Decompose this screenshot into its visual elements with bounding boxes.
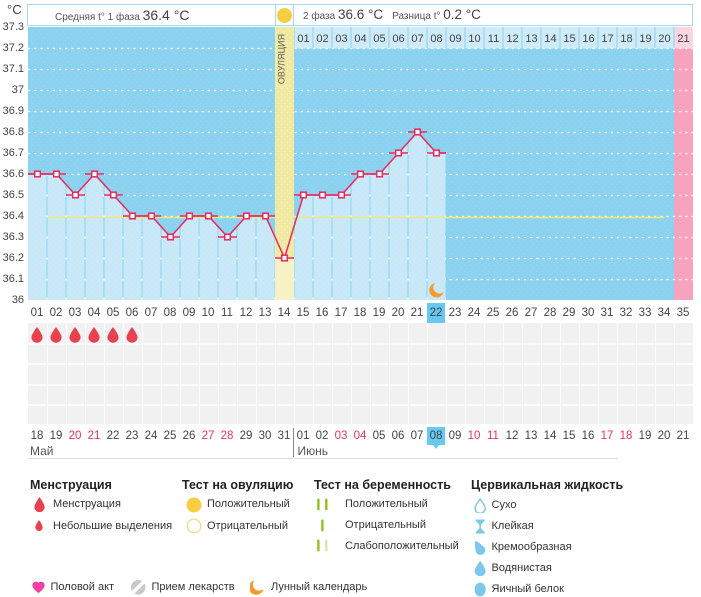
svg-text:11: 11 [487,33,498,45]
svg-text:01: 01 [297,33,309,45]
svg-text:10: 10 [468,33,480,45]
svg-text:15: 15 [563,33,575,45]
svg-text:14: 14 [544,33,556,45]
svg-text:03: 03 [335,33,347,45]
svg-text:04: 04 [354,33,366,45]
svg-text:ОВУЛЯЦИЯ: ОВУЛЯЦИЯ [276,34,286,84]
svg-text:19: 19 [639,33,651,45]
svg-text:21: 21 [677,33,689,45]
svg-text:20: 20 [658,33,670,45]
svg-text:07: 07 [411,33,423,45]
svg-text:02: 02 [316,33,328,45]
svg-text:12: 12 [506,33,518,45]
svg-text:18: 18 [620,33,632,45]
svg-text:08: 08 [430,33,442,45]
svg-text:17: 17 [601,33,613,45]
svg-text:06: 06 [392,33,404,45]
svg-text:05: 05 [373,33,385,45]
svg-text:09: 09 [449,33,461,45]
svg-text:16: 16 [582,33,594,45]
svg-text:13: 13 [525,33,537,45]
